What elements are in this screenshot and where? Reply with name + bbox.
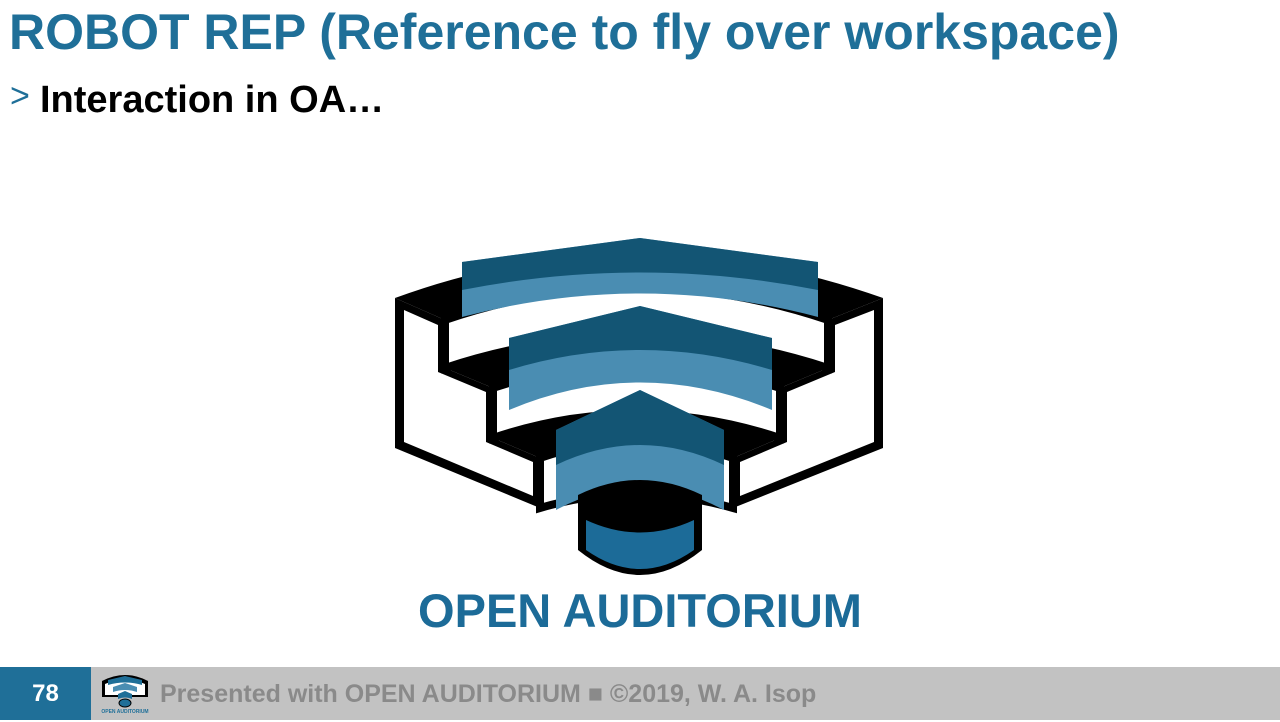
bullet-arrow-icon: > xyxy=(10,77,30,115)
bullet-text: Interaction in OA… xyxy=(40,79,385,121)
open-auditorium-logo: OPEN AUDITORIUM xyxy=(395,238,883,637)
footer-bar: 78 OPEN AUDITORIUM Presented with OPEN A… xyxy=(0,667,1280,720)
logo-wordmark: OPEN AUDITORIUM xyxy=(418,584,862,637)
page-number: 78 xyxy=(0,667,91,720)
slide-title: ROBOT REP (Reference to fly over workspa… xyxy=(9,4,1120,60)
cylinder-icon xyxy=(578,480,702,575)
footer-credit: Presented with OPEN AUDITORIUM ■ ©2019, … xyxy=(160,680,817,708)
wifi-chevrons-icon xyxy=(462,238,818,510)
footer-logo-caption: OPEN AUDITORIUM xyxy=(101,709,148,715)
open-auditorium-logo-small-icon: OPEN AUDITORIUM xyxy=(101,675,149,715)
bullet-item: > Interaction in OA… xyxy=(10,76,384,124)
